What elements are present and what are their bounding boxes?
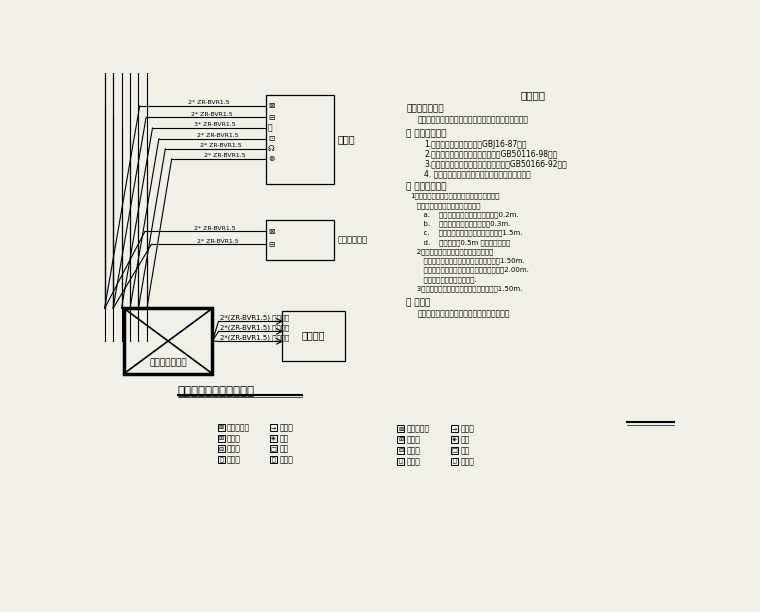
Text: 2* ZR-BVR1.5: 2* ZR-BVR1.5 xyxy=(188,100,230,105)
Text: ⊠: ⊠ xyxy=(398,427,404,431)
Text: ⊗: ⊗ xyxy=(268,154,274,163)
Bar xyxy=(266,220,334,259)
Bar xyxy=(270,446,277,452)
Text: 一、设计内容：: 一、设计内容： xyxy=(407,104,444,113)
Text: 温感器: 温感器 xyxy=(407,446,420,455)
Text: 电磁阀: 电磁阀 xyxy=(280,455,293,465)
Text: 分析: 分析 xyxy=(280,434,289,443)
Text: □: □ xyxy=(451,448,458,453)
Text: 2* ZR-BVR1.5: 2* ZR-BVR1.5 xyxy=(201,143,242,148)
Bar xyxy=(218,435,225,441)
Text: 七氟丙烷灭火报警系统图: 七氟丙烷灭火报警系统图 xyxy=(178,384,255,398)
Text: ☊: ☊ xyxy=(268,144,274,154)
Text: a.    与房明灯具的水平净距不应小于0.2m.: a. 与房明灯具的水平净距不应小于0.2m. xyxy=(410,211,519,218)
Text: ⬛: ⬛ xyxy=(453,459,457,465)
Text: b.    与喷头的水平净距不应小于0.3m.: b. 与喷头的水平净距不应小于0.3m. xyxy=(410,220,511,227)
Text: ⚿: ⚿ xyxy=(268,124,273,133)
Text: 3、气体灭火控制器挂墙明装，下沿距楼面1.50m.: 3、气体灭火控制器挂墙明装，下沿距楼面1.50m. xyxy=(410,285,523,292)
Text: 1.《建筑设计防火规范》（GBJ16-87）。: 1.《建筑设计防火规范》（GBJ16-87）。 xyxy=(424,140,527,149)
Text: 闸阀: 闸阀 xyxy=(461,446,470,455)
Text: 气体灭火装置: 气体灭火装置 xyxy=(337,235,367,244)
Text: 其它未详尽之处根据国家有关规范严格执行。: 其它未详尽之处根据国家有关规范严格执行。 xyxy=(418,309,511,318)
Bar xyxy=(270,456,277,463)
Text: ⊞: ⊞ xyxy=(398,438,404,442)
Bar xyxy=(218,424,225,431)
Text: 2* ZR-BVR1.5: 2* ZR-BVR1.5 xyxy=(204,153,245,158)
Text: □: □ xyxy=(271,447,277,452)
Text: 放气阀: 放气阀 xyxy=(407,457,420,466)
Text: 设计说明: 设计说明 xyxy=(521,91,546,100)
Text: 2* ZR-BVR1.5: 2* ZR-BVR1.5 xyxy=(198,239,239,244)
Text: 气体灭火控制器: 气体灭火控制器 xyxy=(149,359,187,368)
Bar xyxy=(397,458,404,465)
Text: 放气指示灯安装至门框上沿.: 放气指示灯安装至门框上沿. xyxy=(410,276,477,283)
Bar xyxy=(397,436,404,443)
Text: 2* ZR-BVR1.5: 2* ZR-BVR1.5 xyxy=(191,111,233,116)
Text: 2* ZR-BVR1.5: 2* ZR-BVR1.5 xyxy=(197,133,239,138)
Text: 四 、其它: 四 、其它 xyxy=(407,298,431,307)
Text: ⊠: ⊠ xyxy=(219,425,224,430)
Text: 感烟探测器: 感烟探测器 xyxy=(227,423,250,432)
Text: 保护区: 保护区 xyxy=(337,134,355,144)
Bar xyxy=(451,458,458,465)
Text: 3.《火灾自动报警系统施工验收规范》（GB50166-92）。: 3.《火灾自动报警系统施工验收规范》（GB50166-92）。 xyxy=(424,160,567,169)
Text: ⬛: ⬛ xyxy=(272,457,275,463)
Text: 电磁阀: 电磁阀 xyxy=(461,457,474,466)
Text: 消防中心: 消防中心 xyxy=(302,330,325,341)
Bar xyxy=(218,456,225,463)
Text: →: → xyxy=(452,427,458,431)
Text: 闸阀: 闸阀 xyxy=(280,445,289,453)
Text: 二 、设计依据：: 二 、设计依据： xyxy=(407,129,447,138)
Text: c.    与空调送风口的水平净距不应小于1.5m.: c. 与空调送风口的水平净距不应小于1.5m. xyxy=(410,230,523,236)
Text: 烟感器: 烟感器 xyxy=(227,434,241,443)
Text: ⊡: ⊡ xyxy=(268,135,274,143)
Bar xyxy=(397,425,404,432)
Bar xyxy=(266,95,334,184)
Text: 3* ZR-BVR1.5: 3* ZR-BVR1.5 xyxy=(194,122,236,127)
Text: 放气阀: 放气阀 xyxy=(227,455,241,465)
Text: ⊠: ⊠ xyxy=(268,227,274,236)
Bar xyxy=(282,311,345,360)
Bar xyxy=(270,424,277,431)
Bar xyxy=(397,447,404,454)
Text: ◈: ◈ xyxy=(452,438,457,442)
Text: ⊟: ⊟ xyxy=(398,448,404,453)
Bar xyxy=(124,308,212,374)
Text: 力矩限: 力矩限 xyxy=(461,425,474,434)
Bar xyxy=(270,435,277,441)
Bar xyxy=(451,436,458,443)
Text: ⊟: ⊟ xyxy=(268,113,274,122)
Text: ⊠: ⊠ xyxy=(268,101,274,110)
Text: 气体灭火器: 气体灭火器 xyxy=(407,425,429,434)
Text: 2、电缆穿钢管后在吊顶内或墙内暗敷设: 2、电缆穿钢管后在吊顶内或墙内暗敷设 xyxy=(410,248,494,255)
Text: 三 、施工说明：: 三 、施工说明： xyxy=(407,183,447,192)
Text: 2.《火灾自动报警系统设计规范》（GB50116-98）。: 2.《火灾自动报警系统设计规范》（GB50116-98）。 xyxy=(424,150,557,159)
Text: 2* ZR-BVR1.5: 2* ZR-BVR1.5 xyxy=(194,225,236,231)
Bar xyxy=(218,446,225,452)
Text: 温感器: 温感器 xyxy=(227,445,241,453)
Text: 2*(ZR-BVR1.5) 灭情信号: 2*(ZR-BVR1.5) 灭情信号 xyxy=(220,314,290,321)
Text: 声光报警器与警铃挂墙明装，其下沿距楼面2.00m.: 声光报警器与警铃挂墙明装，其下沿距楼面2.00m. xyxy=(410,267,529,274)
Text: 4. 由相关委托方或相关单位提供的相关设计条件。: 4. 由相关委托方或相关单位提供的相关设计条件。 xyxy=(424,170,531,179)
Text: 1、探测器安装在顶棚上，尽量居中均匀布置，: 1、探测器安装在顶棚上，尽量居中均匀布置， xyxy=(410,193,500,200)
Text: d.    探测器周围0.5m 内不应有遮挡物: d. 探测器周围0.5m 内不应有遮挡物 xyxy=(410,239,511,245)
Text: 2*(ZR-BVR1.5) 启停信号: 2*(ZR-BVR1.5) 启停信号 xyxy=(220,324,290,330)
Bar xyxy=(451,447,458,454)
Text: ⚿: ⚿ xyxy=(399,459,403,465)
Text: 力矩限: 力矩限 xyxy=(280,423,293,432)
Text: ⊟: ⊟ xyxy=(268,240,274,249)
Text: 2*(ZR-BVR1.5) 电磁信号: 2*(ZR-BVR1.5) 电磁信号 xyxy=(220,334,290,341)
Text: ⚿: ⚿ xyxy=(220,457,223,463)
Text: 对本工程气体灭火区进行火灾自动报警系统工程设计。: 对本工程气体灭火区进行火灾自动报警系统工程设计。 xyxy=(418,115,529,124)
Text: ⊟: ⊟ xyxy=(219,447,224,452)
Bar xyxy=(451,425,458,432)
Text: →: → xyxy=(271,425,276,430)
Text: 其边缘距下列设施的边缘宜保持在: 其边缘距下列设施的边缘宜保持在 xyxy=(410,202,481,209)
Text: 分析: 分析 xyxy=(461,436,470,444)
Text: ◈: ◈ xyxy=(271,436,276,441)
Text: ⊞: ⊞ xyxy=(219,436,224,441)
Text: 烟感器: 烟感器 xyxy=(407,436,420,444)
Text: 紧急启停按钮挂墙明装，其下沿距楼面高1.50m.: 紧急启停按钮挂墙明装，其下沿距楼面高1.50m. xyxy=(410,258,525,264)
